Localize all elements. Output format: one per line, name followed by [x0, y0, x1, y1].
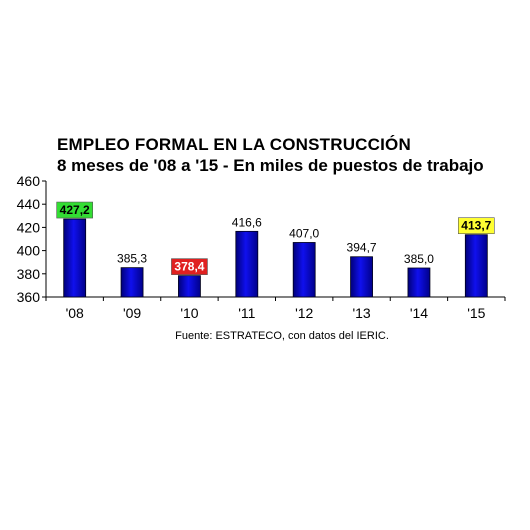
labels: '08 427,2 '09 385,3 '10 378,4 '11 416,6 '12 407,0…	[56, 201, 495, 321]
x-tick-label: '12	[295, 305, 313, 321]
data-label-highlight	[458, 217, 495, 235]
x-tick-label: '09	[123, 305, 141, 321]
data-label: 394,7	[347, 241, 377, 255]
x-tick-label: '14	[410, 305, 428, 321]
bar	[407, 267, 431, 298]
y-tick-label: 400	[17, 243, 41, 259]
bar	[120, 267, 144, 298]
y-tick-label: 460	[17, 173, 41, 189]
data-label: 427,2	[60, 203, 90, 217]
bar	[292, 242, 316, 298]
bars	[63, 218, 488, 298]
x-tick-label: '10	[180, 305, 198, 321]
x-tick-label: '11	[238, 305, 255, 321]
chart-subtitle: 8 meses de '08 a '15 - En miles de puest…	[57, 156, 484, 175]
data-label: 407,0	[289, 226, 319, 240]
data-label: 385,0	[404, 252, 434, 266]
x-tick-label: '08	[66, 305, 84, 321]
x-tick-label: '15	[467, 305, 485, 321]
chart-source: Fuente: ESTRATECO, con datos del IERIC.	[175, 330, 389, 342]
data-label-highlight	[171, 258, 208, 275]
bar	[63, 218, 87, 298]
data-label-highlight	[56, 201, 93, 219]
y-tick-label: 440	[17, 196, 41, 212]
data-label: 378,4	[174, 260, 204, 274]
y-tick-label: 380	[17, 266, 41, 282]
data-label: 413,7	[461, 219, 491, 233]
data-label: 416,6	[232, 215, 262, 229]
axes: 360 380 400 420 440 460	[17, 173, 506, 305]
y-tick-label: 420	[17, 219, 41, 235]
bar	[178, 275, 201, 298]
bar	[464, 234, 488, 298]
chart-title: EMPLEO FORMAL EN LA CONSTRUCCIÓN	[57, 135, 411, 154]
bar	[235, 230, 259, 298]
data-label: 385,3	[117, 252, 147, 266]
x-tick-label: '13	[352, 305, 370, 321]
bar	[350, 256, 373, 298]
y-tick-label: 360	[17, 289, 41, 305]
